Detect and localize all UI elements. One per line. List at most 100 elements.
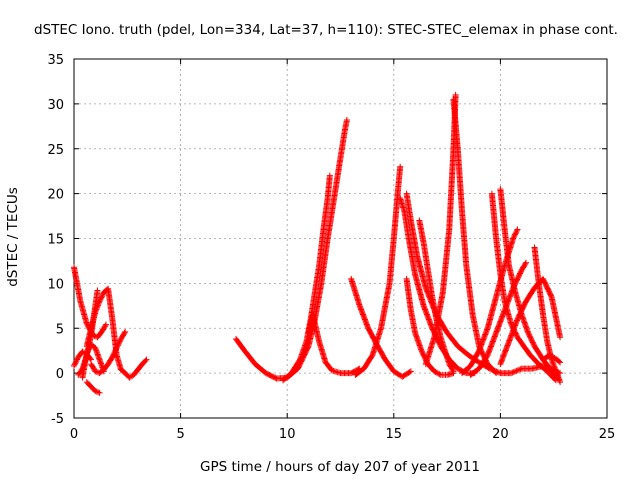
data-point [546,352,553,359]
data-series [497,275,564,368]
data-point [92,368,99,375]
data-series [450,96,500,377]
data-point [99,291,106,298]
data-series [233,117,350,382]
data-point [514,226,521,233]
x-tick-label: 25 [599,427,616,442]
x-tick-label: 10 [279,427,296,442]
data-point [122,328,129,335]
y-tick-label: 35 [47,53,64,68]
data-point [522,260,529,267]
data-point [92,309,99,316]
data-point [548,353,555,360]
y-tick-label: 30 [47,98,64,113]
data-point [516,366,523,373]
data-point [97,295,104,302]
data-point [142,357,149,364]
data-point [94,302,101,309]
data-point [510,234,517,241]
y-tick-label: 10 [47,277,64,292]
data-point [92,388,99,395]
data-point [493,370,500,377]
data-series [83,285,150,381]
data-point [509,369,516,376]
y-tick-label: 25 [47,143,64,158]
data-point [449,367,456,374]
data-point [436,371,443,378]
data-point [431,368,438,375]
data-point [102,322,109,329]
data-point [512,231,519,238]
data-point [547,352,554,359]
data-series [540,352,564,366]
data-point [550,354,557,361]
data-point [517,366,524,373]
data-point [73,357,80,364]
data-point [74,356,81,363]
data-series [352,163,404,378]
data-point [99,293,106,300]
data-point [550,362,557,369]
x-tick-label: 20 [492,427,509,442]
data-point [96,299,103,306]
data-point [93,305,100,312]
axis-ticks: 0 5 10 15 20 25 -5 0 5 10 15 20 25 30 35 [47,53,615,442]
data-point [94,303,101,310]
data-point [93,306,100,313]
chart-title: dSTEC Iono. truth (pdel, Lon=334, Lat=37… [34,22,618,38]
data-point [513,367,520,374]
x-tick-label: 5 [176,427,184,442]
y-axis-label: dSTEC / TECUs [5,187,21,287]
data-point [71,362,77,369]
data-point [522,259,529,266]
data-point [93,388,100,395]
x-axis-label: GPS time / hours of day 207 of year 2011 [200,459,480,475]
data-point [397,163,404,170]
data-point [513,227,520,234]
data-point [143,356,150,363]
data-point [510,235,517,242]
data-point [432,369,439,376]
data-point [343,117,350,124]
data-point [513,229,520,236]
data-point [109,352,116,359]
data-point [85,346,92,353]
data-point [552,366,559,373]
data-series [403,275,457,378]
y-tick-label: 15 [47,233,64,248]
data-point [97,297,104,304]
data-point [492,369,499,376]
data-point [557,379,564,386]
data-point [71,361,78,368]
data-point [406,369,413,376]
data-series [279,172,333,384]
data-point [557,359,564,366]
data-point [452,91,459,98]
data-point [407,368,414,375]
data-point [95,389,102,396]
data-point [96,298,103,305]
y-tick-label: -5 [51,412,64,427]
data-series [488,190,559,384]
data-point [121,330,128,337]
data-point [551,363,558,370]
data-point [102,321,109,328]
data-point [550,360,557,367]
data-point [512,230,519,237]
data-point [95,301,102,308]
y-tick-label: 20 [47,188,64,203]
data-point [92,307,99,314]
data-point [94,287,101,294]
y-tick-label: 5 [56,322,64,337]
data-point [72,359,79,366]
data-point [508,370,515,377]
data-series [83,379,103,396]
data-point [96,389,103,396]
data-point [551,364,558,371]
data-point [433,369,440,376]
data-series [79,341,107,381]
data-point [85,347,92,354]
data-point [511,232,518,239]
data-point [557,334,564,341]
